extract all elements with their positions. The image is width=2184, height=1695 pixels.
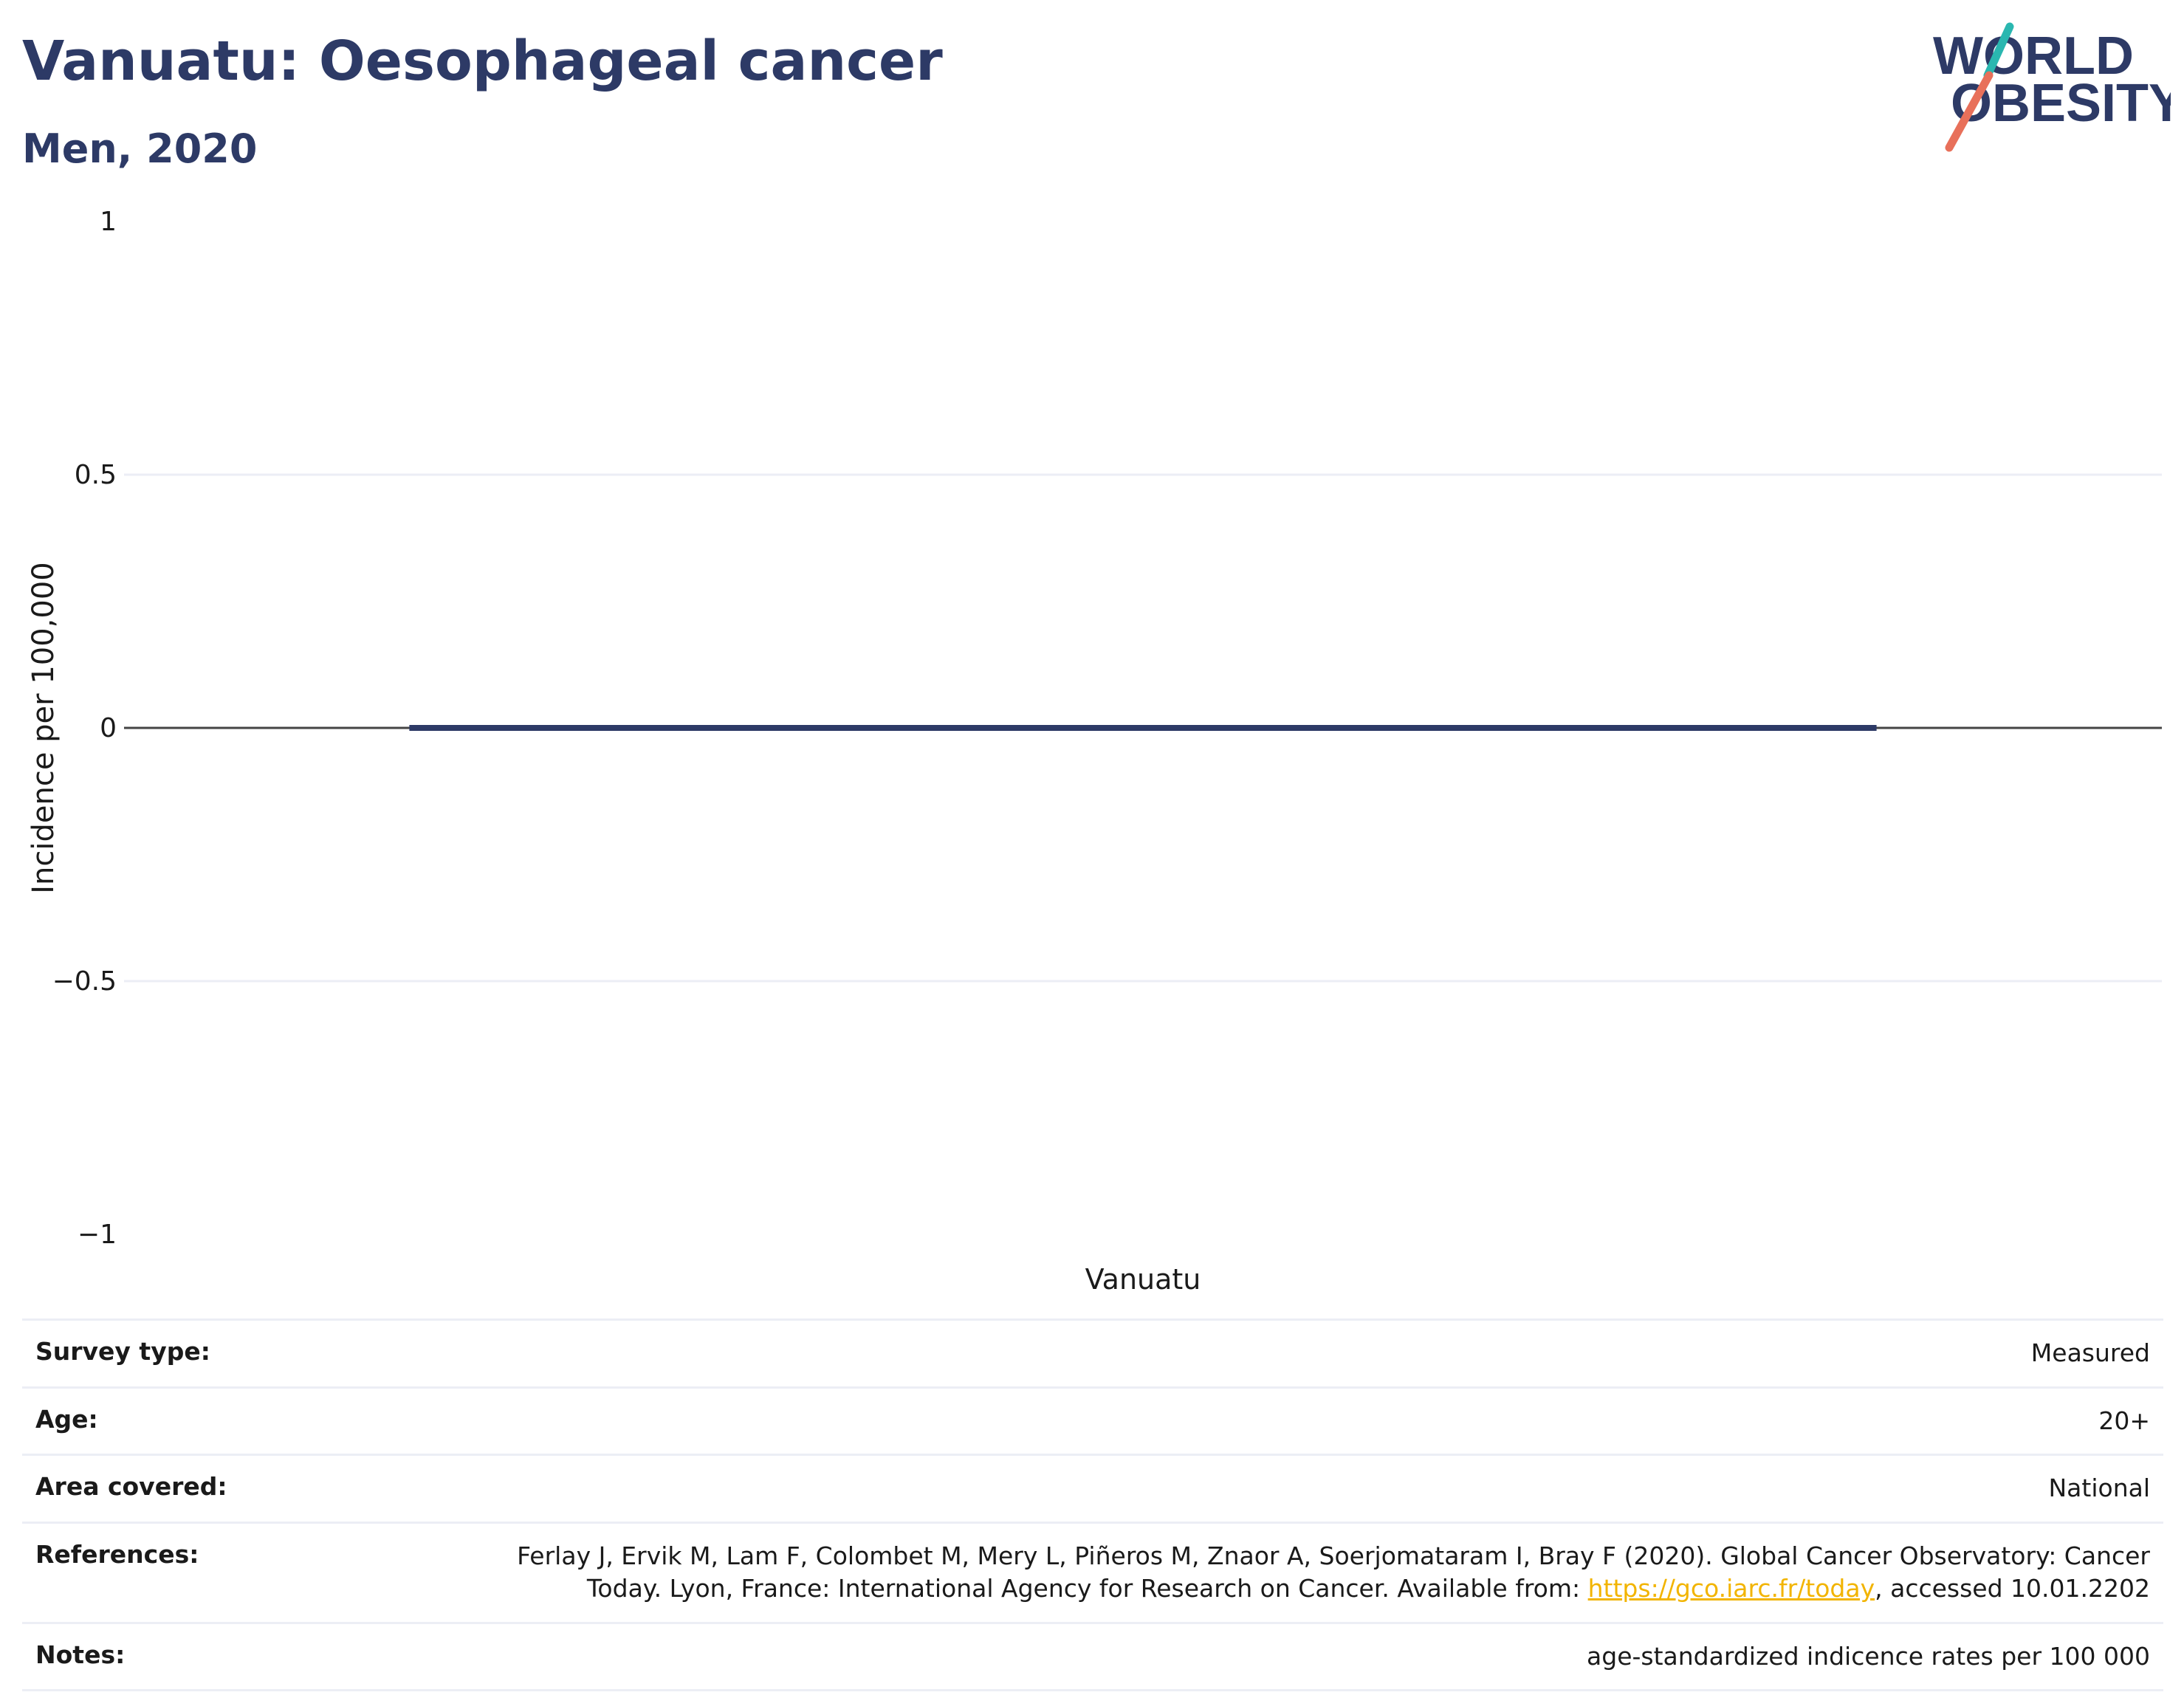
references-line2-pre: Today. Lyon, France: International Agenc… — [586, 1574, 1588, 1603]
age-label: Age: — [35, 1404, 98, 1434]
survey-type-label: Survey type: — [35, 1337, 210, 1366]
area-covered-label: Area covered: — [35, 1472, 227, 1502]
notes-label: Notes: — [35, 1640, 126, 1669]
references-link[interactable]: https://gco.iarc.fr/today — [1587, 1574, 1875, 1603]
logo-slash-teal — [1983, 22, 2014, 80]
references-line1: Ferlay J, Ervik M, Lam F, Colombet M, Me… — [517, 1541, 2150, 1570]
info-table: Survey type: Measured Age: 20+ Area cove… — [22, 1318, 2163, 1692]
info-row-references: References: Ferlay J, Ervik M, Lam F, Co… — [22, 1521, 2163, 1622]
logo-slash-coral — [1945, 71, 1994, 152]
incidence-chart: 1 0.5 0 −0.5 −1 Vanuatu Incidence per 100,000 — [27, 207, 2162, 1296]
x-category-label: Vanuatu — [1085, 1263, 1201, 1296]
y-tick-label: 0.5 — [75, 460, 117, 490]
y-axis-title: Incidence per 100,000 — [27, 562, 61, 894]
page-subtitle: Men, 2020 — [22, 126, 258, 172]
info-row-area-covered: Area covered: National — [22, 1454, 2163, 1522]
y-tick-label: 0 — [100, 713, 117, 743]
info-row-notes: Notes: age-standardized indicence rates … — [22, 1621, 2163, 1692]
y-tick-label: 1 — [100, 207, 117, 237]
page-title: Vanuatu: Oesophageal cancer — [22, 30, 943, 93]
area-covered-value: National — [2048, 1474, 2150, 1503]
references-label: References: — [35, 1539, 199, 1569]
references-value: Ferlay J, Ervik M, Lam F, Colombet M, Me… — [517, 1540, 2150, 1606]
info-row-survey-type: Survey type: Measured — [22, 1318, 2163, 1386]
y-tick-label: −1 — [78, 1220, 117, 1250]
survey-type-value: Measured — [2030, 1338, 2150, 1367]
y-tick-label: −0.5 — [52, 966, 117, 997]
notes-value: age-standardized indicence rates per 100… — [1587, 1641, 2150, 1671]
references-line2-post: , accessed 10.01.2202 — [1875, 1574, 2150, 1603]
bar — [409, 725, 1877, 731]
world-obesity-logo: WORLD OBESITY — [1933, 22, 2171, 152]
age-value: 20+ — [2098, 1406, 2150, 1435]
info-row-age: Age: 20+ — [22, 1386, 2163, 1454]
logo-line1: WORLD — [1933, 27, 2134, 86]
